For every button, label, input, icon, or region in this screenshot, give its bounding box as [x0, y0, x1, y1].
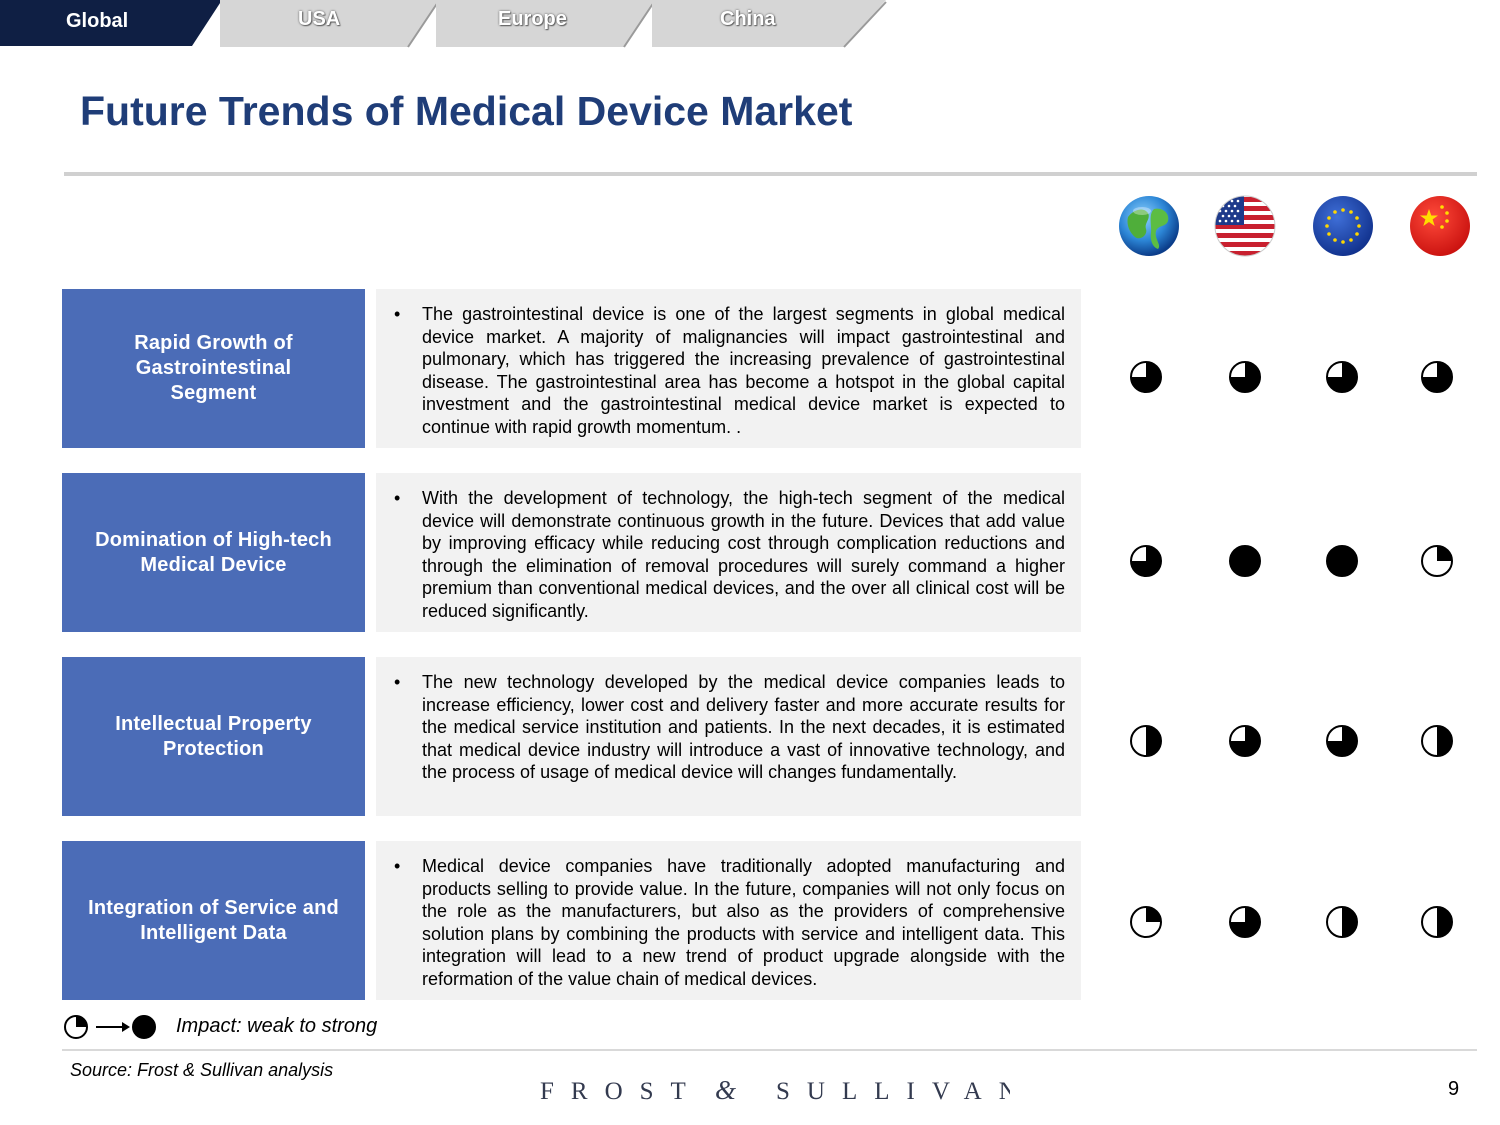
trend-description-text: Medical device companies have traditiona…	[422, 856, 1065, 989]
impact-rating-icon	[1421, 725, 1453, 757]
tab-europe-label: Europe	[490, 6, 575, 33]
brand-wordmark: FROST & SULLIVAN	[540, 1075, 1017, 1105]
title-divider	[64, 172, 1477, 176]
page-title: Future Trends of Medical Device Market	[80, 88, 853, 134]
impact-rating-icon	[1229, 361, 1261, 393]
brand-logo: FROST & SULLIVAN	[540, 1073, 1017, 1116]
trend-description-service-data: • Medical device companies have traditio…	[376, 841, 1081, 1000]
impact-rating-icon	[1326, 361, 1358, 393]
legend-strong-icon	[132, 1015, 156, 1039]
legend-text: Impact: weak to strong	[176, 1015, 378, 1037]
bullet-icon: •	[394, 856, 401, 876]
trend-description-ip-protection: • The new technology developed by the me…	[376, 657, 1081, 816]
tab-global-shape	[0, 0, 222, 46]
impact-rating-icon	[1130, 361, 1162, 393]
impact-rating-icon	[1130, 545, 1162, 577]
impact-legend: Impact: weak to strong	[62, 1012, 462, 1042]
tab-china[interactable]: China	[648, 0, 888, 48]
bullet-icon: •	[394, 304, 401, 324]
impact-rating-icon	[1421, 545, 1453, 577]
trend-description-text: With the development of technology, the …	[422, 488, 1065, 621]
trend-label-high-tech: Domination of High-tech Medical Device	[62, 473, 365, 632]
impact-rating-icon	[1229, 545, 1261, 577]
impact-rating-icon	[1229, 725, 1261, 757]
bullet-icon: •	[394, 672, 401, 692]
legend-graphic	[64, 1015, 156, 1039]
globe-icon	[1119, 196, 1179, 256]
tab-usa[interactable]: USA	[216, 0, 441, 48]
source-note: Source: Frost & Sullivan analysis	[70, 1060, 334, 1080]
impact-rating-icon	[1421, 906, 1453, 938]
trend-label-text: Rapid Growth of Gastrointestinal Segment	[134, 332, 293, 404]
trend-description-text: The gastrointestinal device is one of th…	[422, 304, 1065, 437]
page-number: 9	[1448, 1078, 1460, 1100]
impact-rating-icon	[1421, 361, 1453, 393]
tab-usa-label: USA	[290, 6, 349, 33]
trend-label-ip-protection: Intellectual Property Protection	[62, 657, 365, 816]
region-tabs: Global USA Europe China	[0, 0, 900, 50]
legend-weak-icon	[64, 1015, 88, 1039]
trend-label-service-data: Integration of Service and Intelligent D…	[62, 841, 365, 1000]
svg-text:&: &	[715, 1075, 752, 1105]
impact-rating-icon	[1326, 545, 1358, 577]
eu-flag-icon	[1313, 196, 1373, 256]
trend-label-text: Domination of High-tech Medical Device	[95, 528, 332, 576]
bullet-icon: •	[394, 488, 401, 508]
tab-europe[interactable]: Europe	[432, 0, 657, 48]
impact-rating-icon	[1130, 725, 1162, 757]
tab-china-label: China	[712, 6, 784, 33]
trend-description-gastrointestinal: • The gastrointestinal device is one of …	[376, 289, 1081, 448]
impact-rating-icon	[1326, 906, 1358, 938]
svg-text:SULLIVAN: SULLIVAN	[776, 1078, 1010, 1105]
impact-rating-icon	[1326, 725, 1358, 757]
trend-label-text: Integration of Service and Intelligent D…	[88, 896, 339, 944]
impact-rating-icon	[1229, 906, 1261, 938]
arrow-right-icon	[122, 1022, 130, 1032]
tab-global[interactable]: Global	[0, 0, 225, 46]
trend-label-gastrointestinal: Rapid Growth of Gastrointestinal Segment	[62, 289, 365, 448]
trend-description-text: The new technology developed by the medi…	[422, 672, 1065, 783]
trend-description-high-tech: • With the development of technology, th…	[376, 473, 1081, 632]
trend-label-text: Intellectual Property Protection	[115, 712, 312, 760]
china-flag-icon	[1410, 196, 1470, 256]
tab-global-label: Global	[66, 10, 129, 32]
footer-divider	[62, 1049, 1477, 1051]
impact-rating-icon	[1130, 906, 1162, 938]
region-flags	[0, 195, 1500, 257]
usa-flag-icon	[1214, 195, 1276, 257]
svg-text:FROST: FROST	[540, 1078, 703, 1105]
